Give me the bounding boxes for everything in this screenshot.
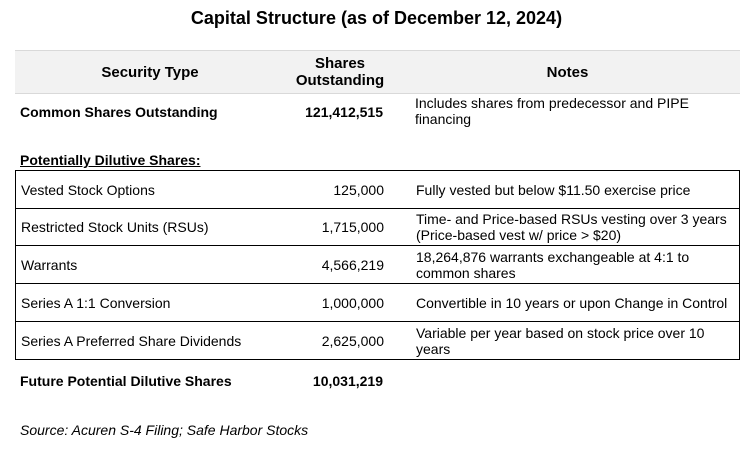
header-cell: Notes <box>546 63 589 81</box>
cell: Variable per year based on stock price o… <box>416 324 705 357</box>
title: Capital Structure (as of December 12, 20… <box>190 8 563 28</box>
header-cell: Shares Outstanding <box>295 55 385 89</box>
table-row: Warrants 4,566,219 18,264,876 warrants exc… <box>15 246 740 284</box>
cell: 1,715,000 <box>321 218 384 235</box>
cell: Time- and Price-based RSUs vesting over … <box>416 210 727 243</box>
table-row: Restricted Stock Units (RSUs) 1,715,000 Ti… <box>15 208 740 246</box>
cell: 121,412,515 <box>305 104 383 120</box>
cell: 125,000 <box>333 181 384 198</box>
cell: 2,625,000 <box>321 332 384 349</box>
table-header: Security Type Shares Outstanding Notes <box>15 50 740 94</box>
cell: 4,566,219 <box>321 256 384 273</box>
cell: Series A Preferred Share Dividends <box>21 332 242 349</box>
section-label: Potentially Dilutive Shares: <box>20 152 201 168</box>
cell: Vested Stock Options <box>21 181 155 198</box>
cell: 1,000,000 <box>321 294 384 311</box>
cell: Convertible in 10 years or upon Change i… <box>416 294 728 311</box>
source: Source: Acuren S-4 Filing; Safe Harbor S… <box>20 422 309 438</box>
cell: Common Shares Outstanding <box>20 104 218 120</box>
table-row: Series A 1:1 Conversion 1,000,000 Converti… <box>15 284 740 322</box>
cell: Series A 1:1 Conversion <box>21 294 171 311</box>
cell: Future Potential Dilutive Shares <box>20 372 232 389</box>
cell: Includes shares from predecessor and PIP… <box>415 95 689 127</box>
cell: 10,031,219 <box>312 372 383 389</box>
table-row: Vested Stock Options 125,000 Fully vested … <box>15 170 740 209</box>
header-cell: Security Type <box>101 63 199 81</box>
common-row: Common Shares Outstanding 121,412,515 In… <box>15 93 738 131</box>
cell: Warrants <box>21 256 78 273</box>
cell: 18,264,876 warrants exchangeable at 4:1 … <box>416 248 690 281</box>
table-row: Series A Preferred Share Dividends 2,625,… <box>15 322 740 360</box>
cell: Fully vested but below $11.50 exercise p… <box>416 181 691 198</box>
cell: Restricted Stock Units (RSUs) <box>21 218 209 235</box>
total-row: Future Potential Dilutive Shares 10,031,… <box>15 362 738 399</box>
